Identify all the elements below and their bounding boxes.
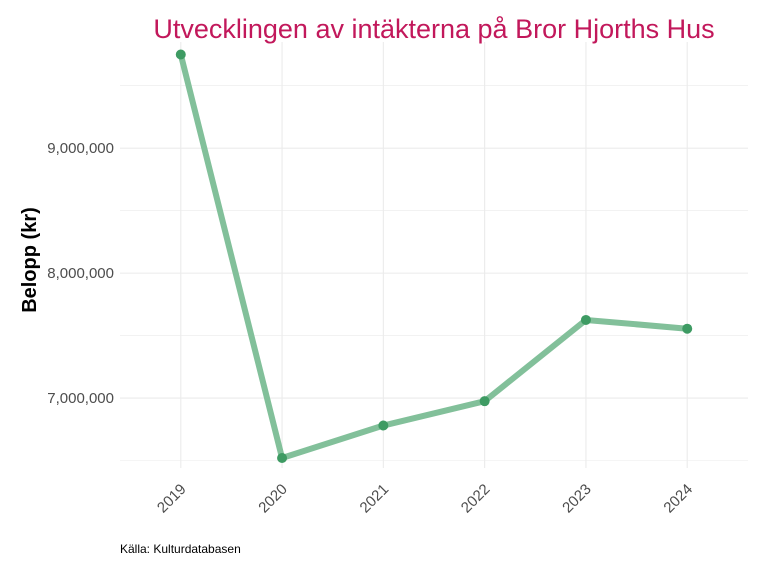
x-tick-label: 2020 bbox=[255, 481, 291, 517]
data-points bbox=[175, 49, 693, 464]
chart-title: Utvecklingen av intäkterna på Bror Hjort… bbox=[153, 14, 714, 44]
y-tick-label: 8,000,000 bbox=[47, 265, 114, 282]
series-line bbox=[177, 51, 691, 462]
y-tick-label: 7,000,000 bbox=[47, 390, 114, 407]
grid-lines bbox=[120, 42, 748, 468]
x-axis-ticks: 2019 2020 2021 2022 2023 2024 bbox=[154, 481, 696, 517]
data-point bbox=[175, 49, 186, 60]
source-caption: Källa: Kulturdatabasen bbox=[120, 542, 241, 556]
x-tick-label: 2019 bbox=[154, 481, 190, 517]
y-tick-label: 9,000,000 bbox=[47, 140, 114, 157]
data-point bbox=[277, 453, 288, 464]
y-axis-label: Belopp (kr) bbox=[19, 207, 41, 313]
x-tick-label: 2022 bbox=[458, 481, 494, 517]
x-tick-label: 2021 bbox=[357, 481, 393, 517]
data-point bbox=[682, 323, 693, 334]
x-tick-label: 2024 bbox=[660, 481, 696, 517]
series-line-layer bbox=[177, 51, 691, 462]
data-point bbox=[580, 314, 591, 325]
x-tick-label: 2023 bbox=[559, 481, 595, 517]
data-point bbox=[479, 396, 490, 407]
y-axis-ticks: 7,000,000 8,000,000 9,000,000 bbox=[47, 140, 114, 407]
data-point bbox=[378, 420, 389, 431]
